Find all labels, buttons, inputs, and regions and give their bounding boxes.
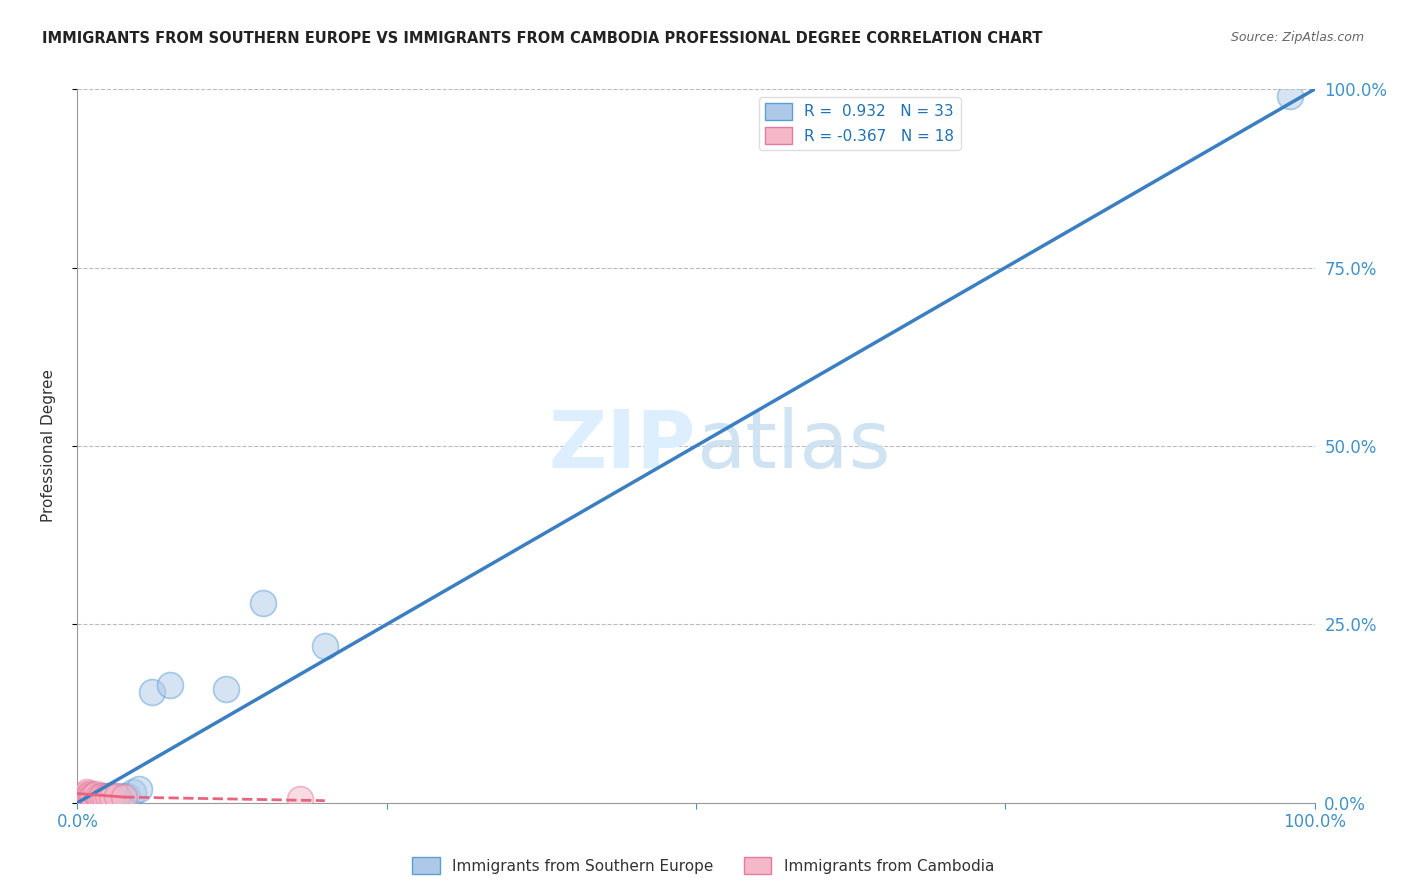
Point	[314, 639, 336, 653]
Point	[75, 787, 97, 801]
Point	[93, 790, 115, 805]
Point	[77, 789, 100, 803]
Point	[101, 790, 124, 805]
Point	[84, 787, 107, 801]
Point	[122, 785, 145, 799]
Point	[89, 789, 111, 803]
Text: IMMIGRANTS FROM SOUTHERN EUROPE VS IMMIGRANTS FROM CAMBODIA PROFESSIONAL DEGREE : IMMIGRANTS FROM SOUTHERN EUROPE VS IMMIG…	[42, 31, 1043, 46]
Point	[76, 790, 98, 805]
Point	[79, 787, 101, 801]
Point	[82, 790, 104, 805]
Point	[97, 789, 120, 803]
Point	[97, 789, 120, 803]
Point	[112, 789, 135, 803]
Point	[83, 789, 105, 804]
Text: atlas: atlas	[696, 407, 890, 485]
Point	[90, 791, 112, 805]
Point	[80, 789, 103, 803]
Y-axis label: Professional Degree: Professional Degree	[42, 369, 56, 523]
Point	[105, 789, 128, 803]
Point	[79, 787, 101, 801]
Point	[110, 790, 132, 805]
Point	[75, 789, 97, 803]
Point	[87, 790, 110, 805]
Point	[91, 789, 114, 803]
Point	[103, 789, 125, 803]
Point	[82, 790, 104, 805]
Point	[72, 789, 94, 803]
Text: Source: ZipAtlas.com: Source: ZipAtlas.com	[1230, 31, 1364, 45]
Text: ZIP: ZIP	[548, 407, 696, 485]
Point	[89, 790, 111, 805]
Point	[288, 792, 311, 806]
Point	[112, 790, 135, 805]
Point	[77, 792, 100, 806]
Point	[80, 791, 103, 805]
Point	[91, 790, 114, 805]
Legend: Immigrants from Southern Europe, Immigrants from Cambodia: Immigrants from Southern Europe, Immigra…	[406, 851, 1000, 880]
Point	[159, 678, 181, 692]
Point	[79, 790, 101, 805]
Point	[72, 792, 94, 806]
Point	[82, 790, 104, 805]
Point	[86, 790, 108, 805]
Point	[82, 789, 104, 803]
Point	[1278, 89, 1301, 103]
Point	[252, 596, 274, 610]
Point	[87, 790, 110, 805]
Point	[128, 781, 150, 796]
Point	[100, 790, 122, 805]
Point	[115, 789, 138, 803]
Point	[141, 685, 163, 699]
Point	[105, 790, 128, 805]
Point	[215, 681, 238, 696]
Point	[76, 785, 98, 799]
Point	[91, 789, 114, 803]
Legend: R =  0.932   N = 33, R = -0.367   N = 18: R = 0.932 N = 33, R = -0.367 N = 18	[759, 97, 960, 150]
Point	[84, 789, 107, 803]
Point	[93, 790, 115, 805]
